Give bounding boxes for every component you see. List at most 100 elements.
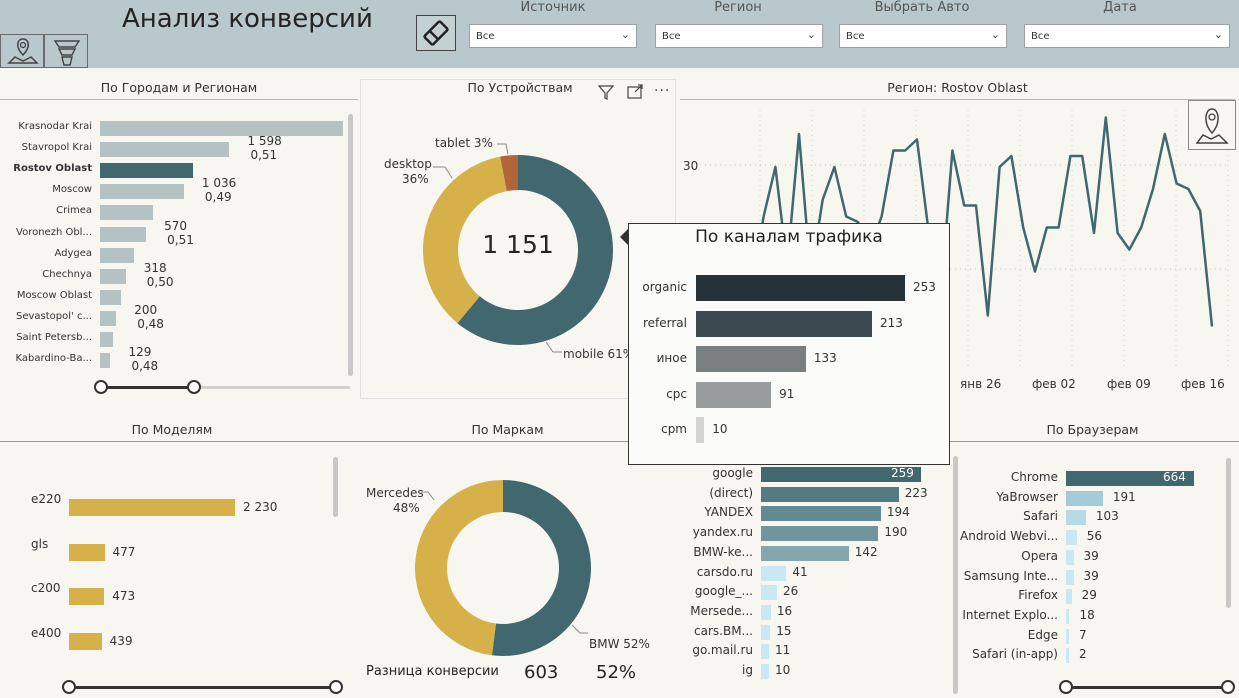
city-bar[interactable]: [100, 184, 184, 200]
traffic-bar[interactable]: [696, 310, 872, 337]
date-dropdown[interactable]: Все ⌄: [1024, 24, 1230, 48]
traffic-bar[interactable]: [696, 346, 806, 372]
models-scrollbar[interactable]: [333, 457, 338, 517]
traffic-value: 133: [813, 351, 837, 365]
city-bar[interactable]: [100, 310, 117, 326]
browser-value: 18: [1079, 607, 1095, 622]
city-bar[interactable]: [100, 226, 147, 242]
source-label: (direct): [709, 485, 753, 500]
cities-slider-handle-left[interactable]: [94, 380, 108, 394]
source-bar[interactable]: [761, 604, 771, 620]
focus-mode-icon[interactable]: [626, 83, 644, 105]
source-value: 259: [891, 466, 914, 480]
browser-bar[interactable]: [1066, 549, 1074, 565]
traffic-label: organic: [642, 280, 687, 294]
traffic-bar[interactable]: [696, 275, 905, 301]
browser-bar[interactable]: [1066, 648, 1069, 664]
city-bar[interactable]: [100, 121, 343, 136]
browsers-scrollbar[interactable]: [1226, 458, 1231, 608]
city-bar[interactable]: [100, 268, 126, 284]
browser-label: YaBrowser: [996, 489, 1058, 504]
map-pin-icon: [7, 38, 39, 64]
model-bar[interactable]: [69, 632, 102, 650]
source-bar[interactable]: [761, 545, 849, 561]
browsers-slider-handle-right[interactable]: [1221, 680, 1235, 694]
car-dropdown-value: Все: [846, 31, 865, 42]
city-bar[interactable]: [100, 142, 230, 158]
browser-label: Firefox: [1018, 588, 1058, 603]
cities-slider-handle-right[interactable]: [187, 380, 201, 394]
source-dropdown[interactable]: Все ⌄: [469, 24, 637, 48]
x-tick-jan26: янв 26: [960, 377, 1002, 391]
browsers-slider-handle-left[interactable]: [1059, 680, 1073, 694]
sources-scrollbar[interactable]: [953, 456, 958, 694]
car-dropdown[interactable]: Все ⌄: [839, 24, 1007, 48]
traffic-label: cpc: [666, 386, 687, 401]
map-pin-icon: [1195, 108, 1229, 144]
source-bar[interactable]: [761, 565, 787, 581]
funnel-nav-button[interactable]: [44, 34, 88, 68]
bmw-label: BMW 52%: [589, 637, 650, 651]
browser-bar[interactable]: [1066, 569, 1074, 585]
desktop-slice[interactable]: [423, 156, 507, 324]
city-bar[interactable]: [100, 247, 135, 263]
source-bar[interactable]: [761, 585, 778, 601]
city-conversion-label: 0,51: [167, 232, 194, 247]
city-bar[interactable]: [100, 163, 194, 179]
traffic-bar-chart: organic 253 referral 213 иное 133 cpc 91 cpm 10: [628, 270, 950, 450]
source-label: YANDEX: [704, 505, 753, 520]
model-bar[interactable]: [69, 588, 105, 605]
tablet-slice[interactable]: [500, 155, 518, 192]
clear-filters-button[interactable]: [416, 15, 456, 51]
chevron-down-icon: ⌄: [990, 28, 1000, 41]
browser-value: 29: [1081, 588, 1097, 603]
more-options-icon[interactable]: ···: [654, 83, 671, 99]
browser-label: Opera: [1021, 548, 1058, 563]
browser-bar[interactable]: [1066, 589, 1072, 605]
traffic-bar[interactable]: [696, 381, 772, 408]
source-bar[interactable]: [761, 526, 879, 542]
map-nav-button[interactable]: [0, 34, 44, 68]
bmw-slice[interactable]: [491, 480, 591, 656]
source-bar[interactable]: [761, 624, 771, 640]
city-conversion-label: 0,48: [137, 316, 164, 331]
source-bar[interactable]: [761, 467, 921, 482]
mercedes-slice[interactable]: [414, 480, 503, 656]
region-map-button[interactable]: [1188, 100, 1236, 150]
city-bar[interactable]: [100, 353, 111, 369]
source-bar[interactable]: [761, 506, 881, 522]
source-value: 190: [884, 525, 908, 540]
devices-title: По Устройствам: [467, 80, 573, 95]
city-label: Moscow Oblast: [16, 289, 92, 301]
browser-bar[interactable]: [1066, 628, 1069, 644]
browser-value: 7: [1079, 627, 1087, 642]
model-bar[interactable]: [69, 499, 235, 516]
city-bar[interactable]: [100, 205, 153, 221]
models-slider-handle-right[interactable]: [329, 680, 343, 694]
browser-value: 39: [1083, 548, 1099, 563]
browser-label: Android Webvi...: [960, 529, 1059, 544]
mobile-slice[interactable]: [457, 155, 613, 345]
traffic-bar[interactable]: [696, 417, 705, 443]
cities-scrollbar[interactable]: [348, 114, 353, 376]
cities-slider-track: [100, 386, 350, 389]
traffic-label: cpm: [661, 422, 687, 436]
browser-bar[interactable]: [1066, 530, 1077, 546]
browser-bar[interactable]: [1066, 471, 1194, 486]
browser-bar[interactable]: [1066, 510, 1086, 526]
source-dropdown-value: Все: [476, 31, 495, 42]
filter-icon[interactable]: [597, 83, 615, 105]
model-bar[interactable]: [69, 543, 105, 561]
source-bar[interactable]: [761, 486, 899, 502]
source-label: yandex.ru: [692, 525, 753, 540]
browser-bar[interactable]: [1066, 608, 1070, 624]
diff-label: Разница конверсии: [366, 664, 499, 679]
city-label: Voronezh Obl...: [16, 226, 92, 238]
city-bar[interactable]: [100, 289, 122, 305]
source-bar[interactable]: [761, 644, 769, 660]
models-slider-handle-left[interactable]: [62, 680, 76, 694]
region-dropdown[interactable]: Все ⌄: [655, 24, 823, 48]
source-bar[interactable]: [761, 664, 769, 679]
browser-bar[interactable]: [1066, 490, 1103, 506]
city-bar[interactable]: [100, 332, 113, 347]
